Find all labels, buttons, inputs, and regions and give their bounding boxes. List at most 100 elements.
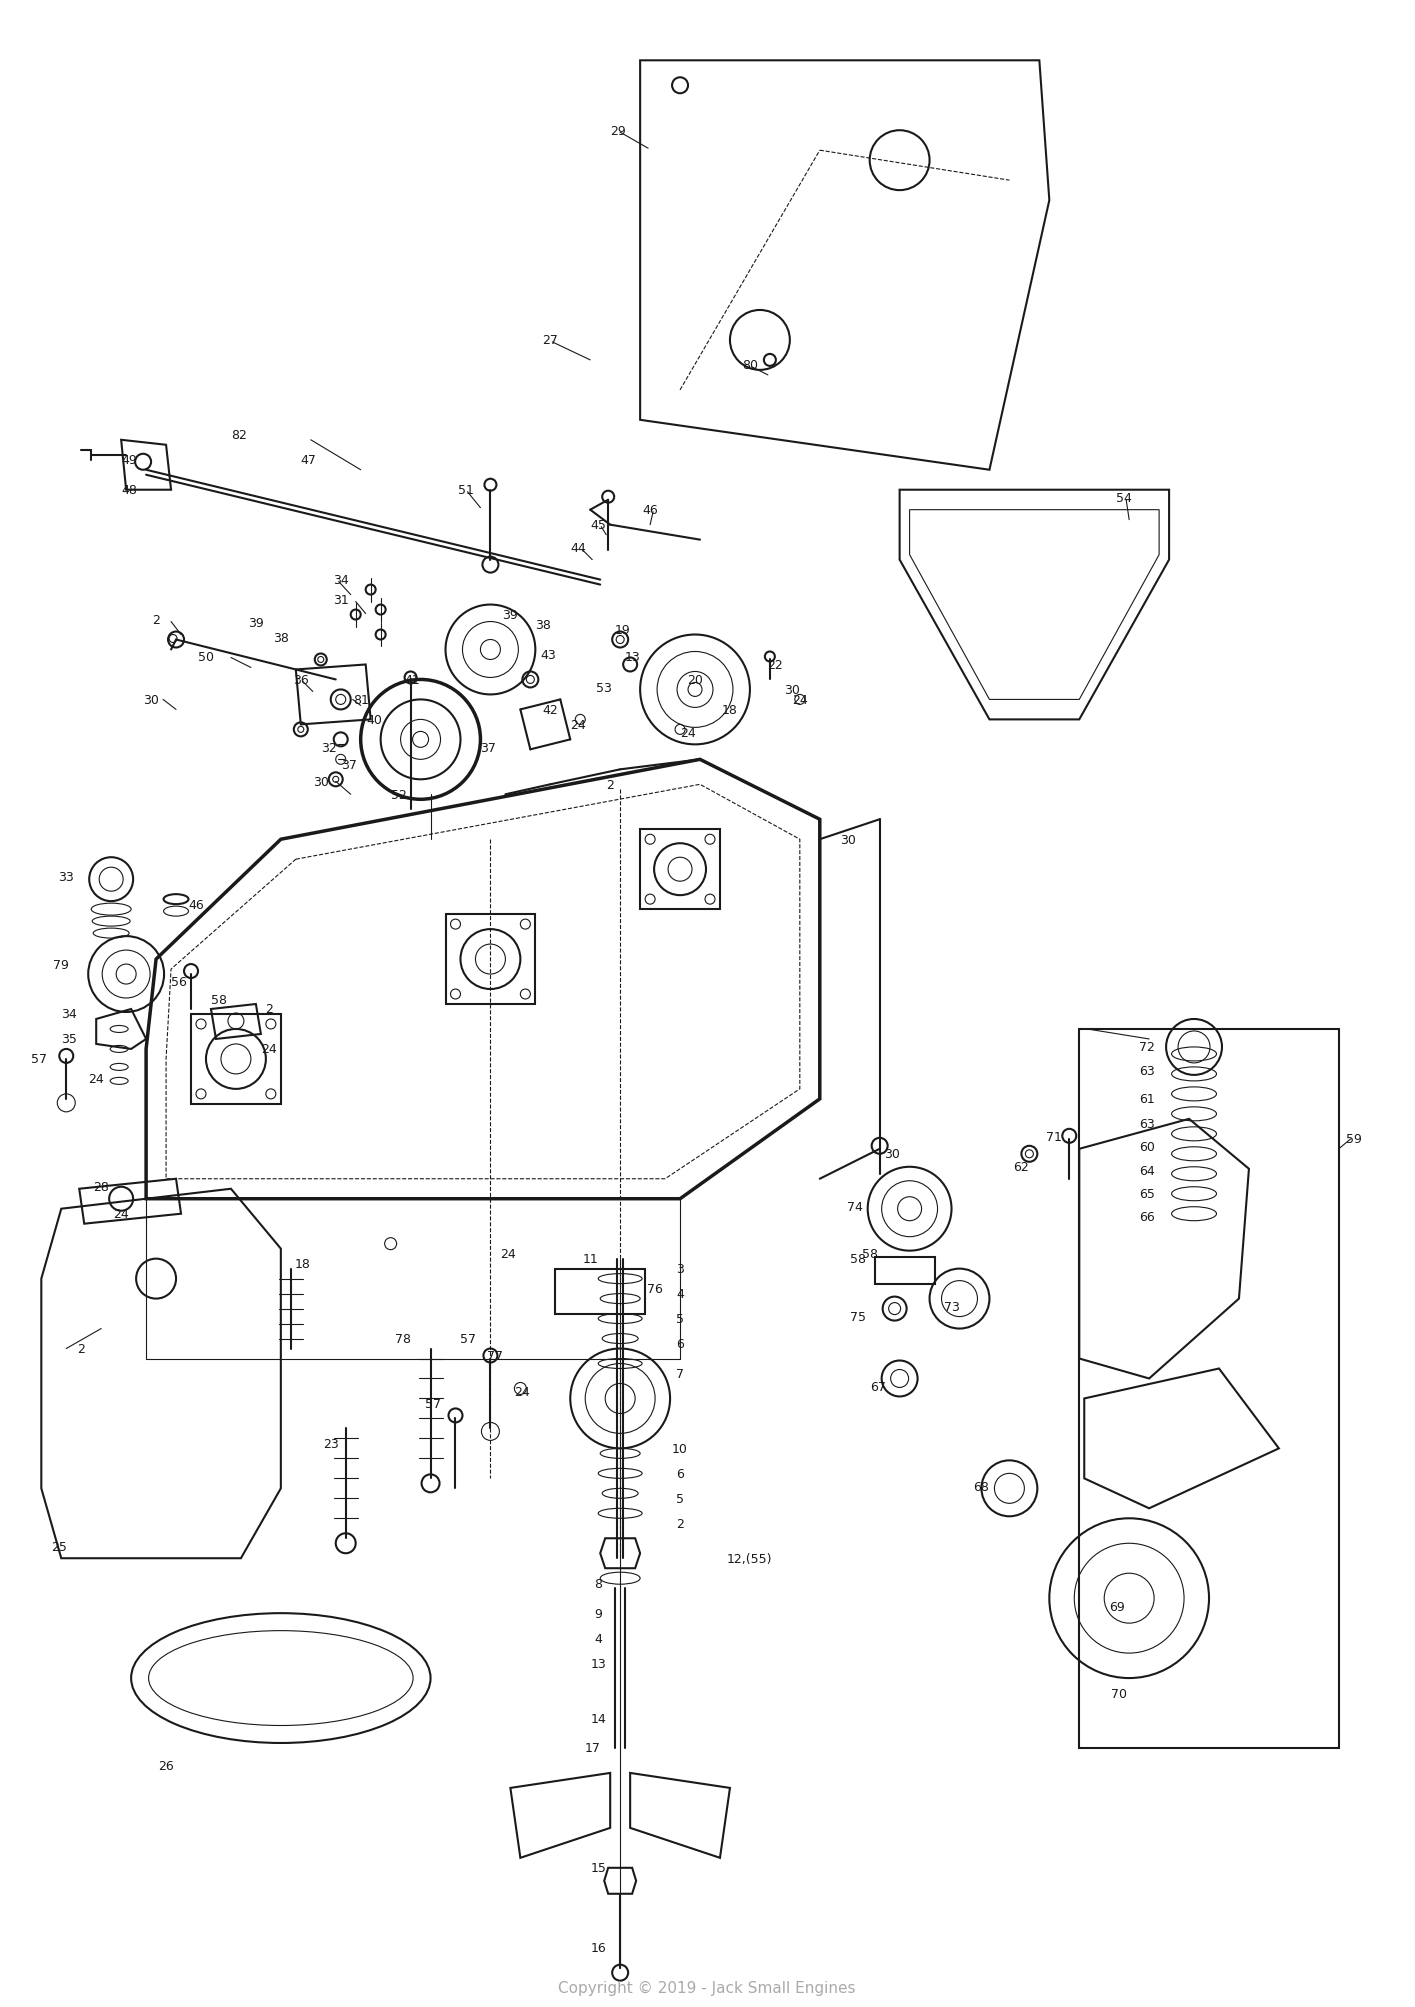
Text: 70: 70: [1111, 1686, 1128, 1700]
Text: 64: 64: [1139, 1164, 1155, 1178]
Text: 68: 68: [974, 1479, 989, 1493]
Text: 30: 30: [884, 1148, 900, 1160]
Text: 34: 34: [61, 1008, 78, 1022]
Text: 37: 37: [481, 741, 497, 755]
Text: 25: 25: [51, 1539, 68, 1553]
Text: 20: 20: [688, 674, 703, 686]
Text: 2: 2: [265, 1004, 273, 1016]
Text: 3: 3: [676, 1262, 683, 1276]
Text: 69: 69: [1109, 1600, 1125, 1614]
Text: 24: 24: [570, 719, 586, 731]
Text: 22: 22: [767, 658, 782, 672]
Text: 65: 65: [1139, 1188, 1155, 1200]
Text: 6: 6: [676, 1467, 683, 1479]
Text: 36: 36: [293, 674, 308, 686]
Text: 77: 77: [487, 1349, 504, 1363]
Text: 57: 57: [424, 1397, 440, 1411]
Text: 61: 61: [1139, 1094, 1155, 1106]
Text: 4: 4: [676, 1286, 683, 1301]
Text: 2: 2: [606, 779, 614, 791]
Text: 30: 30: [143, 694, 158, 706]
Text: 74: 74: [846, 1200, 863, 1214]
Text: 8: 8: [594, 1578, 603, 1590]
Text: 17: 17: [584, 1742, 600, 1754]
Text: 31: 31: [333, 594, 348, 606]
Text: 40: 40: [366, 714, 382, 727]
Text: 29: 29: [610, 124, 625, 138]
Text: 24: 24: [260, 1044, 277, 1056]
Text: 24: 24: [792, 694, 808, 706]
Text: 53: 53: [596, 682, 613, 694]
Text: 9: 9: [594, 1608, 603, 1620]
Text: 59: 59: [1346, 1132, 1361, 1146]
Text: 32: 32: [321, 741, 337, 755]
Text: 41: 41: [405, 674, 420, 686]
Text: 80: 80: [741, 359, 758, 371]
Text: 42: 42: [542, 704, 558, 716]
Text: 6: 6: [676, 1337, 683, 1351]
Text: 57: 57: [460, 1333, 477, 1345]
Text: Copyright © 2019 - Jack Small Engines: Copyright © 2019 - Jack Small Engines: [559, 1981, 856, 1995]
Text: 19: 19: [614, 624, 630, 636]
Text: 72: 72: [1139, 1042, 1155, 1054]
Text: 24: 24: [501, 1248, 516, 1260]
Text: 50: 50: [198, 650, 214, 664]
Text: 5: 5: [676, 1491, 683, 1505]
Text: 27: 27: [542, 335, 559, 347]
Text: 18: 18: [722, 704, 737, 716]
Text: 30: 30: [784, 684, 799, 696]
Text: 38: 38: [273, 632, 289, 644]
Text: 58: 58: [211, 993, 226, 1006]
Text: 81: 81: [352, 694, 369, 706]
Text: 16: 16: [590, 1941, 606, 1955]
Text: 12,(55): 12,(55): [727, 1551, 773, 1565]
Text: 60: 60: [1139, 1140, 1155, 1154]
Text: 13: 13: [624, 650, 640, 664]
Text: 76: 76: [647, 1282, 664, 1295]
Text: 28: 28: [93, 1180, 109, 1194]
Text: 75: 75: [849, 1311, 866, 1323]
Text: 58: 58: [862, 1248, 877, 1260]
Text: 49: 49: [122, 454, 137, 468]
Text: 79: 79: [54, 957, 69, 971]
Text: 2: 2: [153, 614, 160, 626]
Text: 11: 11: [583, 1252, 599, 1266]
Text: 15: 15: [590, 1860, 606, 1875]
Text: 5: 5: [676, 1313, 683, 1325]
Text: 51: 51: [457, 484, 474, 498]
Text: 13: 13: [590, 1656, 606, 1670]
Text: 26: 26: [158, 1760, 174, 1772]
Text: 67: 67: [870, 1381, 886, 1393]
Text: 38: 38: [535, 618, 552, 632]
Text: 47: 47: [301, 454, 317, 468]
Text: 7: 7: [676, 1367, 683, 1381]
Text: 45: 45: [590, 520, 606, 532]
Text: 46: 46: [642, 504, 658, 518]
Text: 24: 24: [113, 1208, 129, 1220]
Text: 18: 18: [294, 1258, 311, 1270]
Text: 23: 23: [323, 1437, 338, 1451]
Text: 39: 39: [248, 616, 263, 630]
Text: 2: 2: [676, 1517, 683, 1529]
Text: 56: 56: [171, 975, 187, 987]
Text: 73: 73: [944, 1301, 959, 1313]
Text: 44: 44: [570, 542, 586, 554]
Text: 63: 63: [1139, 1118, 1155, 1130]
Text: 48: 48: [122, 484, 137, 498]
Text: 24: 24: [681, 727, 696, 739]
Text: 78: 78: [395, 1333, 410, 1345]
Text: 14: 14: [590, 1712, 606, 1724]
Text: 35: 35: [61, 1034, 78, 1046]
Text: 30: 30: [313, 775, 328, 789]
Text: 62: 62: [1013, 1160, 1029, 1174]
Text: 39: 39: [502, 608, 518, 622]
Text: 82: 82: [231, 429, 246, 442]
Text: 43: 43: [541, 648, 556, 662]
Text: 71: 71: [1046, 1130, 1063, 1144]
Text: 63: 63: [1139, 1066, 1155, 1078]
Text: 34: 34: [333, 574, 348, 586]
Text: 4: 4: [594, 1632, 603, 1646]
Text: 24: 24: [515, 1385, 531, 1399]
Text: 54: 54: [1116, 492, 1132, 506]
Text: 30: 30: [839, 833, 856, 847]
